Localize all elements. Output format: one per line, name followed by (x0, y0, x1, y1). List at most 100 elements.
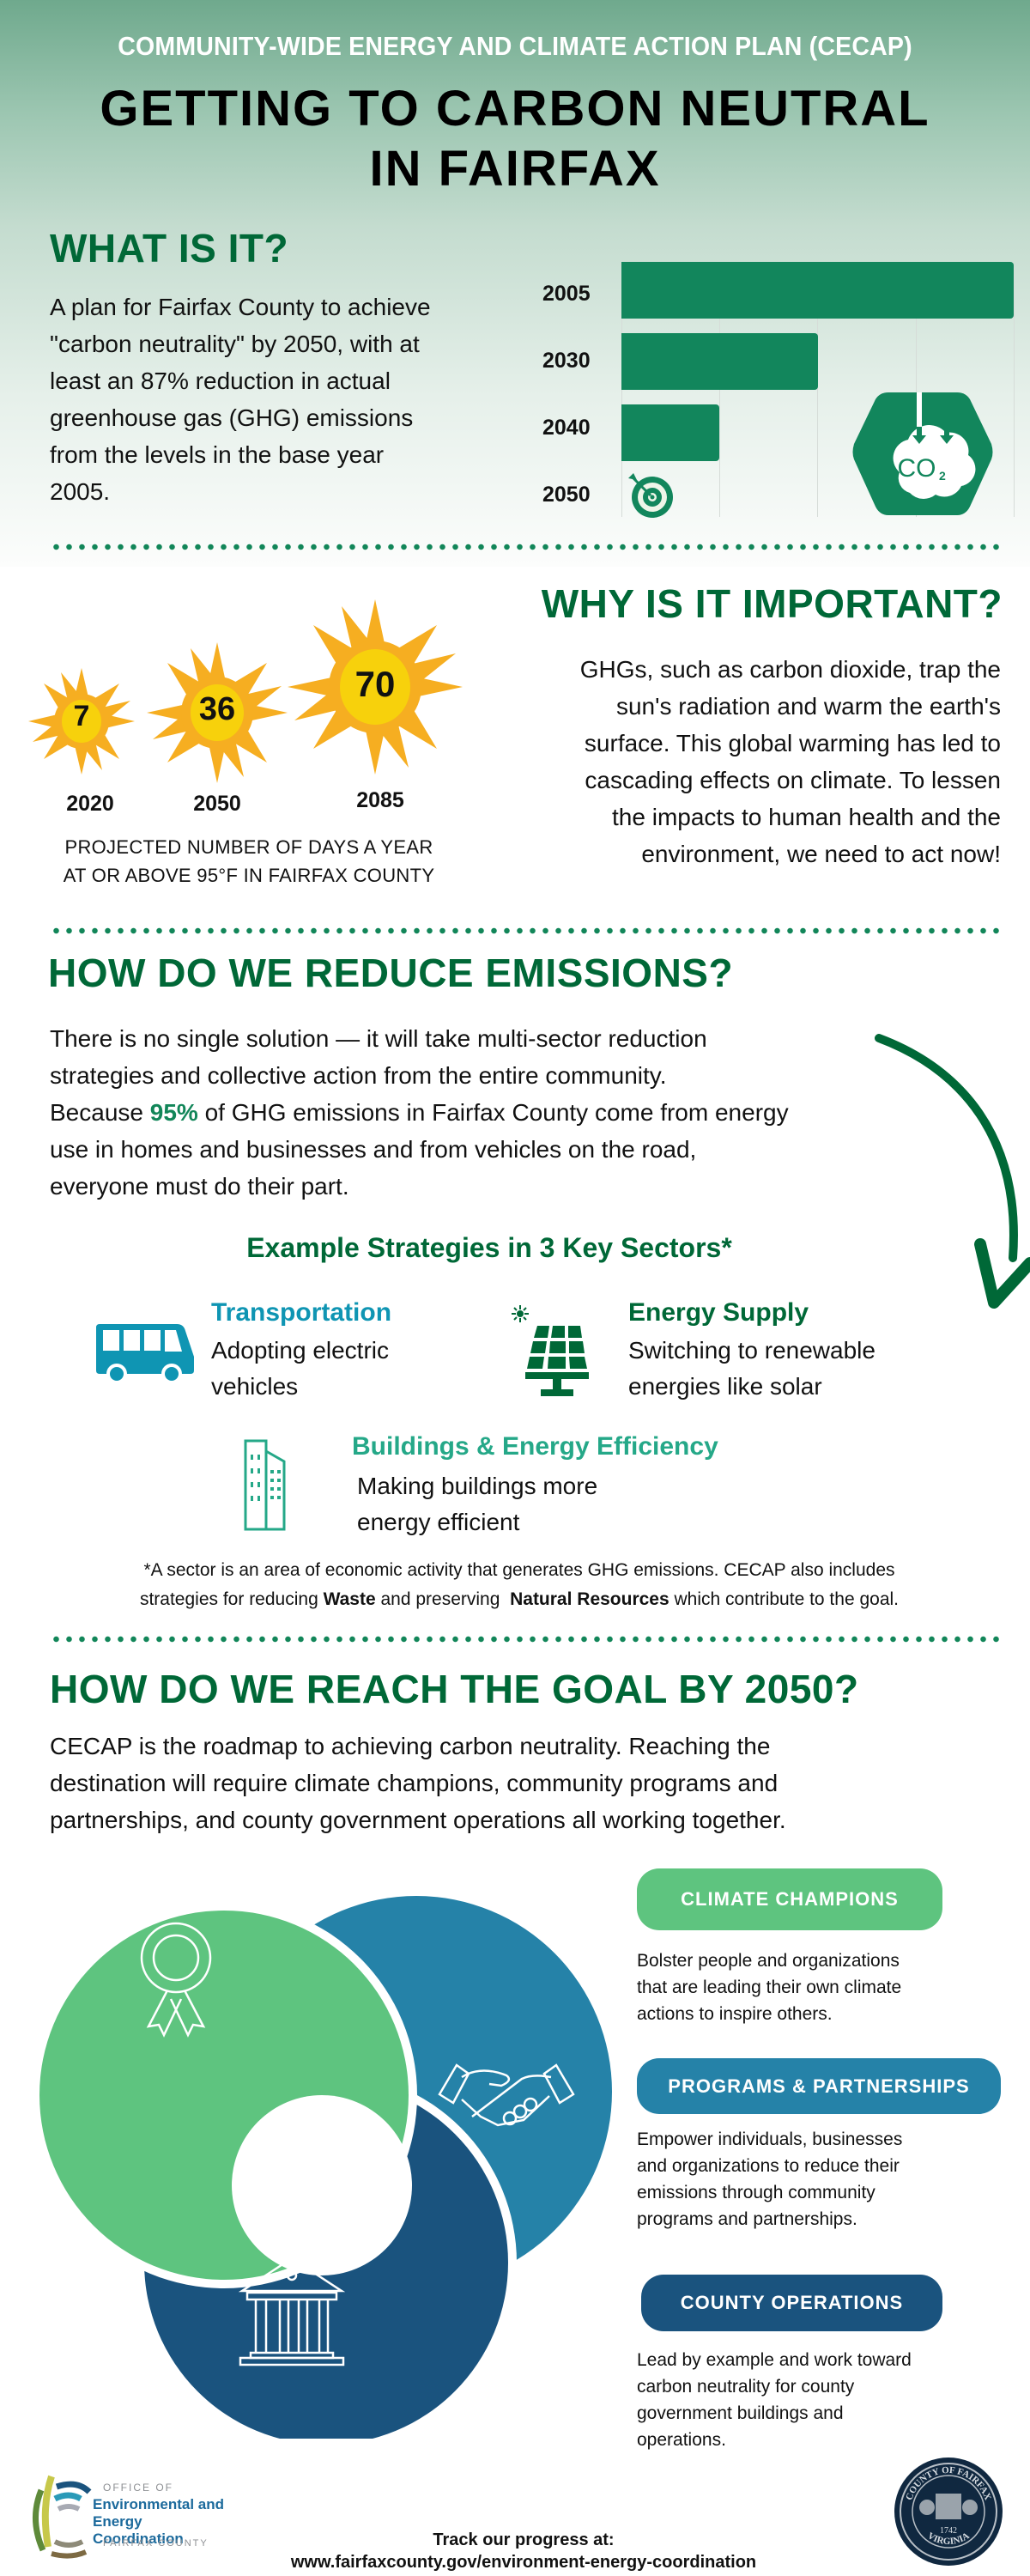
text-span: which contribute to the goal. (669, 1589, 900, 1609)
bar-2040 (621, 404, 719, 461)
gridline (719, 268, 720, 517)
gridline (817, 268, 818, 517)
why-important-heading: WHY IS IT IMPORTANT? (541, 581, 1003, 626)
sector-title-energy-supply: Energy Supply (628, 1298, 809, 1327)
emissions-bar-chart: 2005 2030 2040 2050 (542, 258, 1023, 524)
text-line: greenhouse gas (GHG) emissions (50, 404, 414, 431)
page-title: GETTING TO CARBON NEUTRAL IN FAIRFAX (0, 79, 1030, 199)
text-line: strategies and collective action from th… (50, 1062, 667, 1089)
text-line: Adopting electric (211, 1337, 390, 1364)
progress-url-link[interactable]: www.fairfaxcounty.gov/environment-energy… (290, 2553, 757, 2572)
sun-value-2050: 36 (198, 691, 236, 727)
section-divider (50, 544, 1003, 550)
sun-value-2020: 7 (73, 700, 90, 732)
gridline (1014, 268, 1015, 517)
text-line: energies like solar (628, 1373, 822, 1400)
text-line: Making buildings more (357, 1473, 598, 1499)
fairfax-county-seal: COUNTY OF FAIRFAX VIRGINIA 1742 (894, 2458, 1003, 2566)
text-line: GHGs, such as carbon dioxide, trap the (579, 656, 1001, 683)
text-span: of GHG emissions in Fairfax County come … (197, 1099, 789, 1126)
label-2030: 2030 (542, 349, 591, 373)
bus-icon (96, 1324, 194, 1382)
programs-partnerships-pill: PROGRAMS & PARTNERSHIPS (637, 2058, 1001, 2114)
co2-reduction-icon: CO 2 (852, 392, 993, 515)
county-operations-description: Lead by example and work toward carbon n… (637, 2347, 980, 2453)
footer-track-progress: Track our progress at: www.fairfaxcounty… (258, 2529, 790, 2573)
label-2050: 2050 (542, 483, 591, 507)
target-icon (628, 473, 673, 518)
three-pillar-circles-diagram (31, 1896, 612, 2439)
sun-icon-2050 (147, 642, 288, 783)
text-line: Because 95% of GHG emissions in Fairfax … (50, 1094, 908, 1131)
natural-resources-emphasis: Natural Resources (510, 1589, 670, 1609)
what-is-it-heading: WHAT IS IT? (50, 226, 289, 270)
text-line: A plan for Fairfax County to achieve (50, 294, 431, 320)
text-line: vehicles (211, 1373, 299, 1400)
curved-arrow-icon (875, 1034, 1030, 1309)
text-line: strategies for reducing Waste and preser… (34, 1585, 1004, 1614)
programs-partnerships-description: Empower individuals, businesses and orga… (637, 2126, 980, 2233)
buildings-icon (244, 1439, 286, 1531)
text-line: everyone must do their part. (50, 1173, 349, 1200)
climate-champions-pill: CLIMATE CHAMPIONS (637, 1868, 942, 1930)
caption-line: AT OR ABOVE 95°F IN FAIRFAX COUNTY (63, 865, 435, 886)
text-line: There is no single solution — it will ta… (50, 1025, 707, 1052)
label-2040: 2040 (542, 416, 591, 440)
sector-desc-buildings: Making buildings more energy efficient (357, 1468, 597, 1540)
reduce-emissions-heading: HOW DO WE REDUCE EMISSIONS? (48, 951, 734, 995)
text-line: Lead by example and work toward (637, 2350, 912, 2370)
sun-icon-2085 (288, 599, 463, 775)
text-line: "carbon neutrality" by 2050, with at (50, 331, 420, 357)
sector-footnote: *A sector is an area of economic activit… (34, 1556, 1004, 1614)
text-line: actions to inspire others. (637, 2004, 833, 2024)
text-line: that are leading their own climate (637, 1978, 902, 1997)
climate-champions-description: Bolster people and organizations that ar… (637, 1947, 980, 2027)
text-line: the impacts to human health and the (612, 804, 1001, 830)
text-line: least an 87% reduction in actual (50, 368, 391, 394)
text-span: Because (50, 1099, 150, 1126)
why-important-text: GHGs, such as carbon dioxide, trap the s… (481, 651, 1001, 872)
sun-year-2050: 2050 (193, 792, 241, 816)
text-line: sun's radiation and warm the earth's (615, 693, 1001, 720)
text-line: government buildings and (637, 2403, 844, 2423)
text-line: surface. This global warming has led to (584, 730, 1001, 756)
text-line: CECAP is the roadmap to achieving carbon… (50, 1733, 771, 1759)
text-line: use in homes and businesses and from veh… (50, 1136, 697, 1163)
text-line: and organizations to reduce their (637, 2156, 900, 2176)
bar-2030 (621, 333, 818, 390)
text-span: and preserving (375, 1589, 511, 1609)
svg-text:VIRGINIA: VIRGINIA (925, 2530, 971, 2547)
text-line: partnerships, and county government oper… (50, 1807, 786, 1833)
text-line: operations. (637, 2430, 726, 2450)
office-name: Environmental and Energy Coordination (93, 2496, 232, 2548)
sun-year-2085: 2085 (356, 788, 404, 812)
sun-value-2085: 70 (354, 664, 396, 704)
reduce-emissions-text: There is no single solution — it will ta… (50, 1020, 908, 1205)
sector-title-buildings: Buildings & Energy Efficiency (352, 1432, 718, 1461)
text-line: Energy Coordination (93, 2513, 184, 2547)
projection-caption: PROJECTED NUMBER OF DAYS A YEAR AT OR AB… (34, 833, 464, 890)
waste-emphasis: Waste (323, 1589, 376, 1609)
track-label: Track our progress at: (433, 2530, 615, 2549)
reach-goal-text: CECAP is the roadmap to achieving carbon… (50, 1728, 994, 1838)
text-span: strategies for reducing (139, 1589, 324, 1609)
reach-goal-heading: HOW DO WE REACH THE GOAL BY 2050? (50, 1667, 859, 1711)
text-line: energy efficient (357, 1509, 520, 1535)
office-of-label: OFFICE OF (103, 2482, 173, 2494)
text-line: emissions through community (637, 2183, 876, 2202)
gridline (621, 268, 622, 517)
text-line: from the levels in the base year (50, 441, 385, 468)
sun-icon-2020 (28, 668, 135, 775)
sector-desc-energy-supply: Switching to renewable energies like sol… (628, 1333, 876, 1405)
section-divider (50, 1636, 1003, 1643)
text-line: Switching to renewable (628, 1337, 876, 1364)
svg-text:CO: CO (898, 454, 936, 483)
text-line: carbon neutrality for county (637, 2377, 855, 2397)
text-line: 2005. (50, 478, 111, 505)
bar-2005 (621, 262, 1014, 319)
svg-text:1742: 1742 (940, 2526, 957, 2536)
text-line: destination will require climate champio… (50, 1770, 779, 1796)
strategies-title: Example Strategies in 3 Key Sectors* (246, 1232, 732, 1263)
title-line-2: IN FAIRFAX (369, 141, 661, 197)
